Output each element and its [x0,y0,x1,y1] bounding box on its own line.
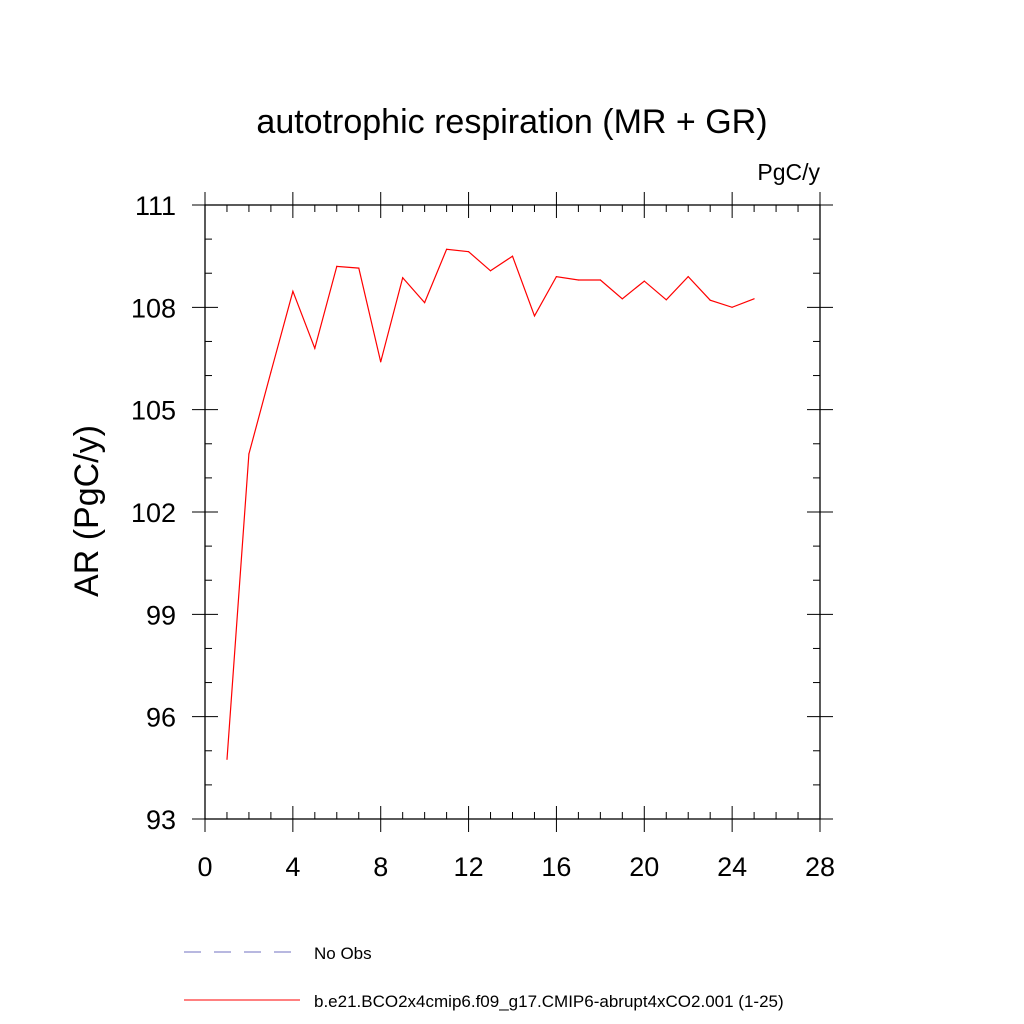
major-ticks [192,192,833,832]
data-point [314,347,316,349]
legend-label-model-run: b.e21.BCO2x4cmip6.f09_g17.CMIP6-abrupt4x… [314,992,784,1011]
data-point [468,251,470,253]
data-point [621,298,623,300]
data-point [599,279,602,281]
data-point [577,279,580,281]
data-point [358,267,360,269]
data-point [731,306,733,308]
data-point [446,248,448,250]
y-tick-label: 108 [131,293,176,323]
minor-ticks [205,205,820,819]
data-point [336,265,338,267]
y-tick-label: 93 [146,805,176,835]
x-tick-label: 0 [197,852,212,882]
legend: No Obs b.e21.BCO2x4cmip6.f09_g17.CMIP6-a… [184,944,784,1011]
y-tick-label: 105 [131,396,176,426]
data-point [489,270,492,272]
y-tick-label: 102 [131,498,176,528]
y-tick-label: 96 [146,703,176,733]
x-tick-label: 28 [805,852,835,882]
x-tick-label: 20 [629,852,659,882]
x-tick-label: 12 [454,852,484,882]
data-point [643,280,645,282]
data-point [665,299,667,301]
data-point [292,290,294,292]
y-tick-label: 111 [135,191,176,221]
series-layer [226,248,755,760]
data-point [402,277,404,279]
y-axis-label: AR (PgC/y) [68,425,106,597]
y-tick-labels: 93 96 99 102 105 108 111 [131,191,176,835]
y-tick-label: 99 [146,600,176,630]
data-point [511,255,514,257]
data-point [753,298,755,300]
data-point [555,276,558,278]
data-point [709,299,711,301]
data-point [380,361,382,363]
x-tick-labels: 0 4 8 12 16 20 24 28 [197,852,835,882]
data-point [424,302,426,304]
data-point [226,758,228,760]
x-tick-label: 8 [373,852,388,882]
legend-label-no-obs: No Obs [314,944,372,963]
chart-title: autotrophic respiration (MR + GR) [256,103,767,141]
data-point [248,453,250,455]
data-point [533,315,536,317]
units-label: PgC/y [757,159,820,185]
plot-frame [204,204,821,820]
x-tick-label: 24 [717,852,747,882]
data-point [270,371,272,373]
data-point [687,276,689,278]
series-line-0 [226,248,755,760]
x-tick-label: 16 [541,852,571,882]
x-tick-label: 4 [285,852,300,882]
